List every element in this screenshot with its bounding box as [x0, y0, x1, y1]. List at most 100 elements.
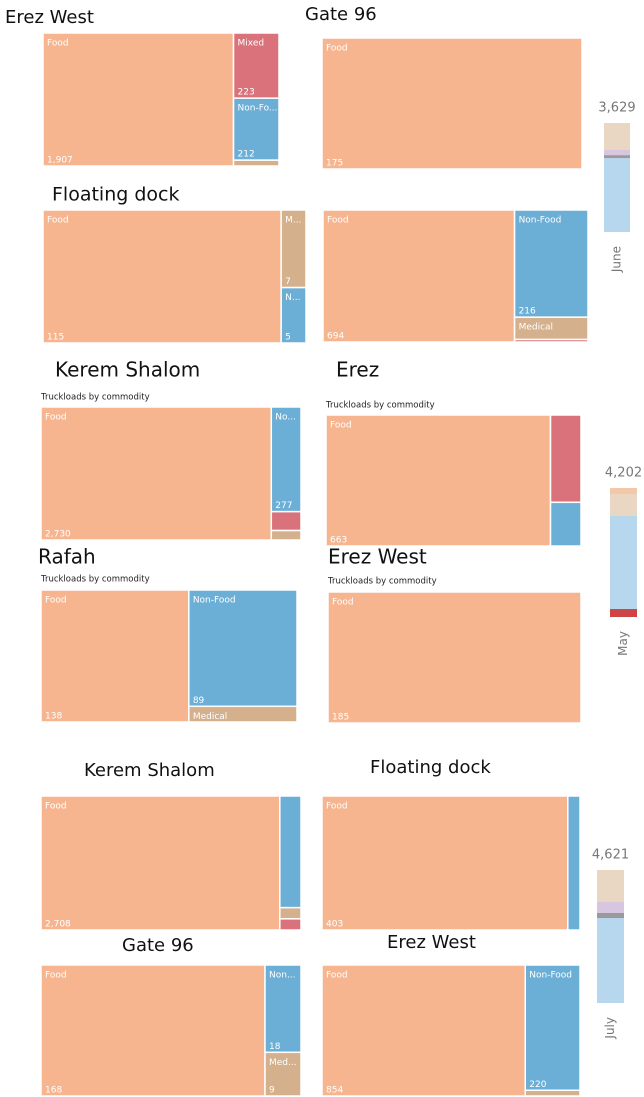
treemap-cell	[321, 795, 569, 931]
cell-value: 212	[238, 150, 255, 160]
chart-subtitle: Truckloads by commodity	[327, 577, 437, 587]
treemap-cell	[549, 414, 582, 504]
chart-subtitle: Truckloads by commodity	[40, 575, 150, 585]
cell-label: Food	[45, 971, 67, 981]
chart-title: Floating dock	[52, 184, 179, 206]
bar-segment	[610, 515, 637, 610]
bar-total: 3,629	[598, 101, 635, 116]
treemap-cell	[42, 32, 235, 167]
treemap-cell	[270, 529, 302, 541]
chart-subtitle: Truckloads by commodity	[40, 393, 150, 403]
cell-value: 9	[269, 1086, 275, 1096]
treemap-cell	[280, 286, 307, 344]
treemap-cell	[264, 1051, 302, 1097]
cell-value: 663	[330, 536, 347, 546]
cell-label: Food	[47, 216, 69, 226]
cell-value: 18	[269, 1042, 281, 1052]
bar-segment	[610, 488, 637, 495]
bar-segment	[597, 870, 624, 903]
cell-label: Food	[326, 44, 348, 54]
cell-value: 694	[327, 332, 344, 342]
treemap-cell	[270, 510, 302, 532]
treemap-cell	[513, 209, 589, 318]
cell-label: No...	[275, 413, 296, 423]
treemap-cell	[321, 37, 583, 170]
treemap-cell	[232, 97, 280, 161]
bar-segment	[597, 918, 624, 1003]
chart-title: Rafah	[38, 545, 96, 569]
cell-value: 2,708	[45, 920, 71, 930]
bar-total: 4,621	[592, 848, 629, 863]
cell-label: Food	[45, 413, 67, 423]
treemap-cell	[279, 918, 302, 931]
chart-title: Erez West	[328, 545, 427, 569]
chart-title: Floating dock	[370, 757, 491, 778]
bar-segment	[597, 902, 624, 913]
bar-segment	[604, 155, 630, 159]
cell-value: 2,730	[45, 530, 71, 540]
cell-label: Non-Food	[193, 596, 236, 606]
cell-value: 138	[45, 712, 62, 722]
chart-title: Erez	[336, 358, 379, 382]
cell-label: Medical	[519, 323, 553, 333]
cell-label: Food	[45, 802, 67, 812]
cell-value: 1,907	[47, 156, 73, 166]
chart-title: Erez West	[5, 7, 94, 28]
treemap-cell	[567, 795, 581, 931]
cell-label: Non-Fo...	[238, 104, 278, 114]
cell-label: Food	[332, 598, 354, 608]
cell-value: 89	[193, 696, 205, 706]
treemap-cell	[524, 1089, 581, 1097]
cell-label: Food	[47, 39, 69, 49]
bar-segment	[604, 150, 630, 156]
cell-value: 185	[332, 713, 349, 723]
treemap-cell	[321, 964, 527, 1097]
cell-value: 223	[238, 88, 255, 98]
chart-title: Kerem Shalom	[84, 760, 215, 781]
treemap-cell	[513, 338, 589, 343]
cell-value: 854	[326, 1086, 343, 1096]
cell-value: 216	[519, 307, 536, 317]
cell-value: 220	[529, 1080, 546, 1090]
cell-value: 115	[47, 333, 64, 343]
treemap-cell	[524, 964, 581, 1092]
treemap-cell	[40, 964, 266, 1097]
cell-label: M...	[285, 216, 301, 226]
cell-label: N...	[285, 293, 300, 303]
bar-category: May	[616, 631, 630, 656]
bar-segment	[610, 494, 637, 516]
treemap-cell	[232, 159, 280, 167]
cell-label: Food	[327, 216, 349, 226]
treemap-cell	[42, 209, 282, 344]
cell-label: Med...	[269, 1058, 297, 1068]
bar-segment	[604, 158, 630, 232]
bar-category: July	[603, 1017, 617, 1040]
cell-value: 277	[275, 501, 292, 511]
cell-label: Non...	[269, 971, 296, 981]
cell-label: Food	[45, 596, 67, 606]
cell-value: 403	[326, 920, 343, 930]
cell-label: Food	[326, 971, 348, 981]
chart-title: Gate 96	[122, 935, 194, 956]
treemap-cell	[232, 32, 280, 99]
treemap-cell	[327, 591, 582, 724]
treemap-cell	[40, 589, 190, 723]
bar-category: June	[610, 246, 624, 273]
treemap-cell	[40, 795, 281, 931]
cell-value: 175	[326, 159, 343, 169]
treemap-cell	[322, 209, 516, 343]
bar-segment	[597, 912, 624, 919]
cell-value: 5	[285, 333, 291, 343]
bar-segment	[610, 609, 637, 617]
cell-label: Medical	[193, 712, 227, 722]
chart-title: Kerem Shalom	[55, 358, 200, 382]
bar-segment	[604, 123, 630, 151]
treemap-cell	[264, 964, 302, 1054]
treemap-cell	[279, 795, 302, 909]
cell-label: Food	[330, 421, 352, 431]
bar-total: 4,202	[605, 466, 642, 481]
cell-label: Mixed	[238, 39, 265, 49]
treemap-cell	[40, 406, 273, 541]
cell-label: Non-Food	[519, 216, 562, 226]
chart-title: Gate 96	[305, 4, 377, 25]
